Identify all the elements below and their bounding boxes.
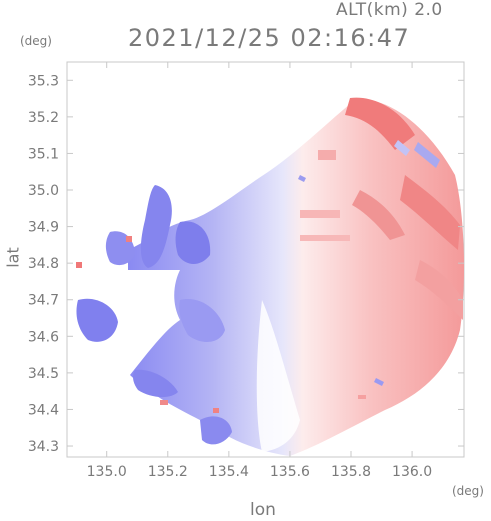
altitude-label: ALT(km) 2.0	[336, 0, 443, 20]
y-tick-label: 34.3	[28, 439, 59, 455]
echo-receding-patch-2	[300, 210, 340, 218]
x-tick-label: 136.0	[392, 464, 432, 480]
lat-unit-label: (deg)	[20, 34, 52, 48]
echo-west-cell-4	[175, 221, 211, 265]
y-tick-label: 35.1	[28, 146, 59, 162]
echo-west-cell-3	[76, 298, 118, 342]
echo-red-spot-4	[213, 408, 219, 413]
echo-west-cell-5	[133, 369, 178, 398]
y-tick-label: 34.5	[28, 366, 59, 382]
echo-receding-band-3	[352, 190, 405, 240]
echo-approaching-streak-1	[414, 142, 440, 168]
y-tick-label: 35.0	[28, 183, 59, 199]
echo-receding-band-1	[345, 97, 415, 150]
timestamp-title: 2021/12/25 02:16:47	[128, 24, 411, 52]
radar-echo-layer	[76, 97, 464, 456]
echo-blue-fleck-1	[374, 378, 384, 386]
x-tick-label: 135.6	[270, 464, 310, 480]
y-tick-label: 34.7	[28, 293, 59, 309]
echo-blue-fleck-2	[298, 175, 306, 182]
echo-approaching-streak-2	[394, 140, 410, 156]
axis-ticks: 34.3 34.4 34.5 34.6 34.7 34.8 34.9 35.0 35.1 35.2…	[28, 62, 464, 480]
echo-west-cell-1	[140, 185, 172, 268]
x-axis-label: lon	[250, 500, 276, 520]
echo-red-spot-1	[76, 262, 82, 268]
x-tick-label: 135.8	[331, 464, 371, 480]
echo-main-region	[128, 99, 464, 456]
lon-unit-label: (deg)	[452, 484, 484, 498]
y-tick-label: 35.3	[28, 73, 59, 89]
echo-receding-patch-1	[318, 150, 336, 160]
echo-red-spot-2	[126, 236, 132, 242]
x-tick-label: 135.2	[148, 464, 188, 480]
y-tick-label: 34.6	[28, 329, 59, 345]
y-tick-label: 35.2	[28, 110, 59, 126]
y-tick-label: 34.4	[28, 402, 59, 418]
y-tick-label: 34.8	[28, 256, 59, 272]
echo-red-spot-5	[358, 395, 366, 399]
echo-receding-band-4	[415, 260, 463, 320]
echo-west-cell-6	[200, 416, 232, 445]
x-tick-label: 135.0	[87, 464, 127, 480]
echo-west-cell-7	[179, 299, 225, 342]
echo-neutral-gap	[256, 300, 300, 452]
echo-red-spot-3	[160, 400, 168, 405]
echo-receding-patch-3	[300, 235, 350, 241]
y-tick-label: 34.9	[28, 220, 59, 236]
x-tick-label: 135.4	[209, 464, 249, 480]
echo-receding-band-2	[400, 175, 460, 250]
